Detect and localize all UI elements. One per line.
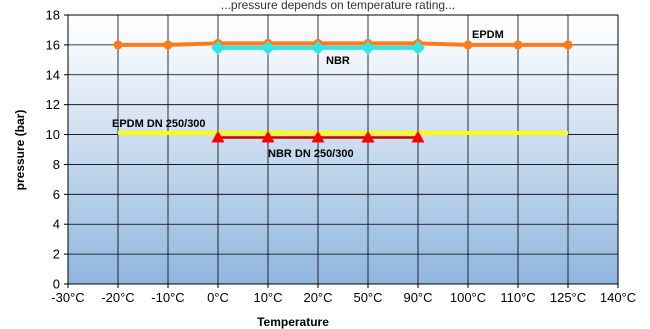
y-tick-label: 10 bbox=[46, 127, 60, 142]
y-tick-label: 16 bbox=[46, 37, 60, 52]
series-label-nbr: NBR bbox=[326, 55, 350, 67]
series-line-epdm bbox=[118, 41, 568, 47]
marker-nbr bbox=[311, 40, 325, 55]
marker-nbr-dn-250-300 bbox=[411, 130, 425, 143]
x-axis-title: Temperature bbox=[257, 315, 329, 329]
marker-nbr bbox=[411, 40, 425, 55]
marker-nbr-dn-250-300 bbox=[211, 130, 225, 143]
marker-nbr-dn-250-300 bbox=[361, 130, 375, 143]
x-tick-label: 20°C bbox=[303, 290, 332, 305]
marker-epdm bbox=[513, 40, 523, 50]
y-tick-label: 18 bbox=[46, 8, 60, 23]
y-tick-label: 2 bbox=[53, 247, 60, 262]
y-axis-ticks: 0 2 4 6 8 10 12 14 16 18 bbox=[46, 8, 68, 292]
chart-title: ...pressure depends on temperature ratin… bbox=[221, 0, 455, 12]
y-tick-label: 6 bbox=[53, 187, 60, 202]
series-label-epdm: EPDM bbox=[472, 29, 504, 41]
marker-nbr bbox=[361, 40, 375, 55]
x-tick-label: 110°C bbox=[500, 290, 535, 305]
marker-nbr-dn-250-300 bbox=[261, 130, 275, 143]
x-tick-label: 100°C bbox=[450, 290, 486, 305]
y-tick-label: 12 bbox=[46, 97, 60, 112]
x-tick-label: 125°C bbox=[550, 290, 586, 305]
marker-epdm bbox=[113, 40, 123, 50]
x-tick-label: 50°C bbox=[353, 290, 382, 305]
x-tick-label: 0°C bbox=[207, 290, 229, 305]
marker-nbr-dn-250-300 bbox=[311, 130, 325, 143]
marker-epdm bbox=[163, 40, 173, 50]
marker-epdm bbox=[563, 40, 573, 50]
marker-nbr bbox=[211, 40, 225, 55]
gridlines bbox=[68, 15, 618, 284]
x-tick-label: -10°C bbox=[151, 290, 184, 305]
y-tick-label: 4 bbox=[53, 217, 60, 232]
x-tick-label: 90°C bbox=[403, 290, 432, 305]
x-tick-label: -30°C bbox=[51, 290, 84, 305]
plot-area bbox=[67, 14, 619, 285]
y-tick-label: 8 bbox=[53, 157, 60, 172]
series-label-epdm-dn: EPDM DN 250/300 bbox=[112, 118, 206, 130]
marker-nbr bbox=[261, 40, 275, 55]
x-tick-label: 10°C bbox=[253, 290, 282, 305]
y-tick-label: 0 bbox=[53, 277, 60, 292]
x-tick-label: 140°C bbox=[600, 290, 636, 305]
x-tick-label: -20°C bbox=[101, 290, 134, 305]
series-label-nbr-dn: NBR DN 250/300 bbox=[268, 148, 354, 160]
y-tick-label: 14 bbox=[46, 67, 60, 82]
y-axis-title: pressure (bar) bbox=[13, 110, 27, 191]
marker-epdm bbox=[463, 40, 473, 50]
series-group bbox=[113, 38, 573, 143]
x-axis-ticks: -30°C -20°C -10°C 0°C 10°C 20°C 50°C 90°C 100°C 1… bbox=[51, 284, 636, 305]
